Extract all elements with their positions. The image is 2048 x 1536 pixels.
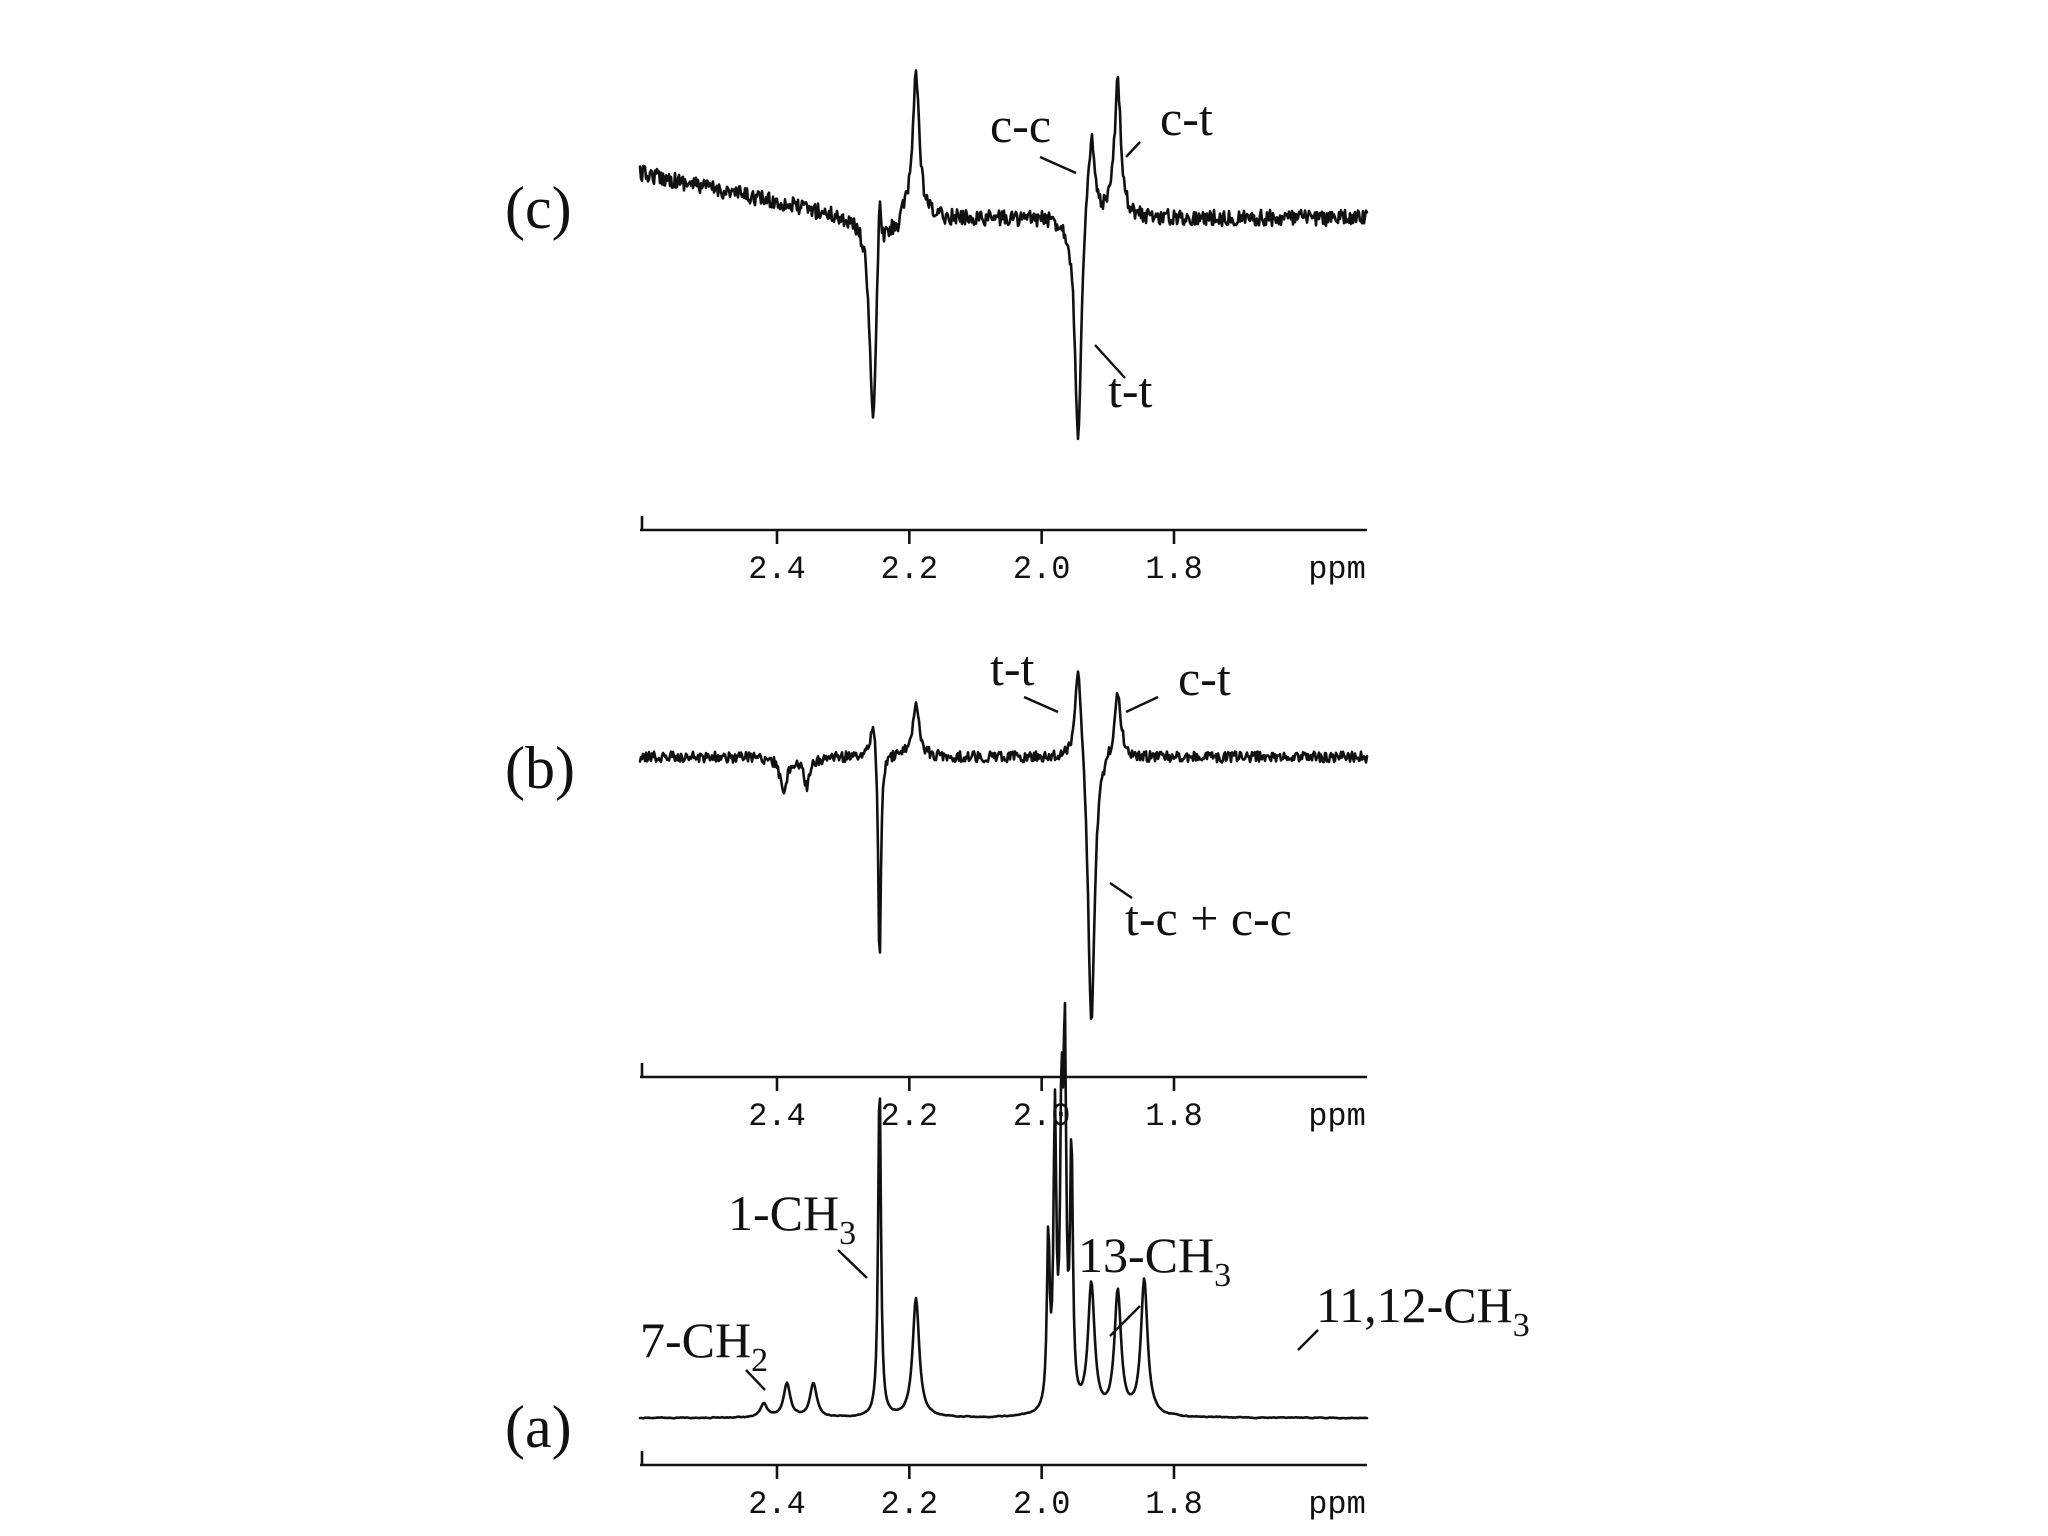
- x-tick-label: 1.8: [1145, 1098, 1203, 1135]
- x-tick-label: 2.0: [1013, 551, 1071, 588]
- x-tick-label: 2.0: [1013, 1486, 1071, 1523]
- x-tick-label: 2.2: [881, 551, 939, 588]
- x-tick-label: 1.8: [1145, 551, 1203, 588]
- annotation-leader-line: [1094, 344, 1126, 379]
- annotation-leader-line: [1023, 695, 1059, 714]
- x-tick-label: 2.4: [748, 1486, 806, 1523]
- annotation-leader-line: [1125, 141, 1141, 158]
- annotation-label: c-t: [1160, 90, 1213, 146]
- spectrum-trace-c: [638, 69, 1369, 441]
- x-tick-label: 2.2: [881, 1486, 939, 1523]
- annotation-label: 1-CH3: [728, 1185, 856, 1252]
- annotation-leader-line: [745, 1369, 766, 1391]
- spectrum-trace-b: [638, 670, 1369, 1020]
- x-axis-unit: ppm: [1308, 1486, 1366, 1523]
- annotation-leader-line: [1109, 1305, 1141, 1337]
- spectrum-trace-a: [638, 1001, 1369, 1420]
- annotation-label: t-t: [1108, 362, 1153, 418]
- annotation-leader-line: [1109, 882, 1133, 899]
- panel-label: (a): [505, 1394, 572, 1460]
- annotation-leader-line: [1125, 695, 1159, 714]
- annotation-label: c-c: [990, 97, 1051, 153]
- x-axis-unit: ppm: [1308, 1098, 1366, 1135]
- annotation-leader-line: [837, 1249, 868, 1279]
- annotation-label: t-c + c-c: [1125, 890, 1292, 946]
- annotation-label: 7-CH2: [640, 1312, 768, 1379]
- x-axis-unit: ppm: [1308, 551, 1366, 588]
- annotation-label: t-t: [990, 640, 1035, 696]
- annotation-label: 13-CH3: [1078, 1227, 1231, 1294]
- annotation-leader-line: [1297, 1329, 1319, 1351]
- panel-label: (b): [505, 735, 575, 801]
- annotation-label: 11,12-CH3: [1316, 1277, 1530, 1344]
- x-tick-label: 2.2: [881, 1098, 939, 1135]
- annotation-leader-line: [1039, 155, 1077, 175]
- x-tick-label: 2.4: [748, 1098, 806, 1135]
- panel-label: (c): [505, 175, 572, 241]
- annotation-label: c-t: [1178, 650, 1231, 706]
- x-tick-label: 2.4: [748, 551, 806, 588]
- x-tick-label: 1.8: [1145, 1486, 1203, 1523]
